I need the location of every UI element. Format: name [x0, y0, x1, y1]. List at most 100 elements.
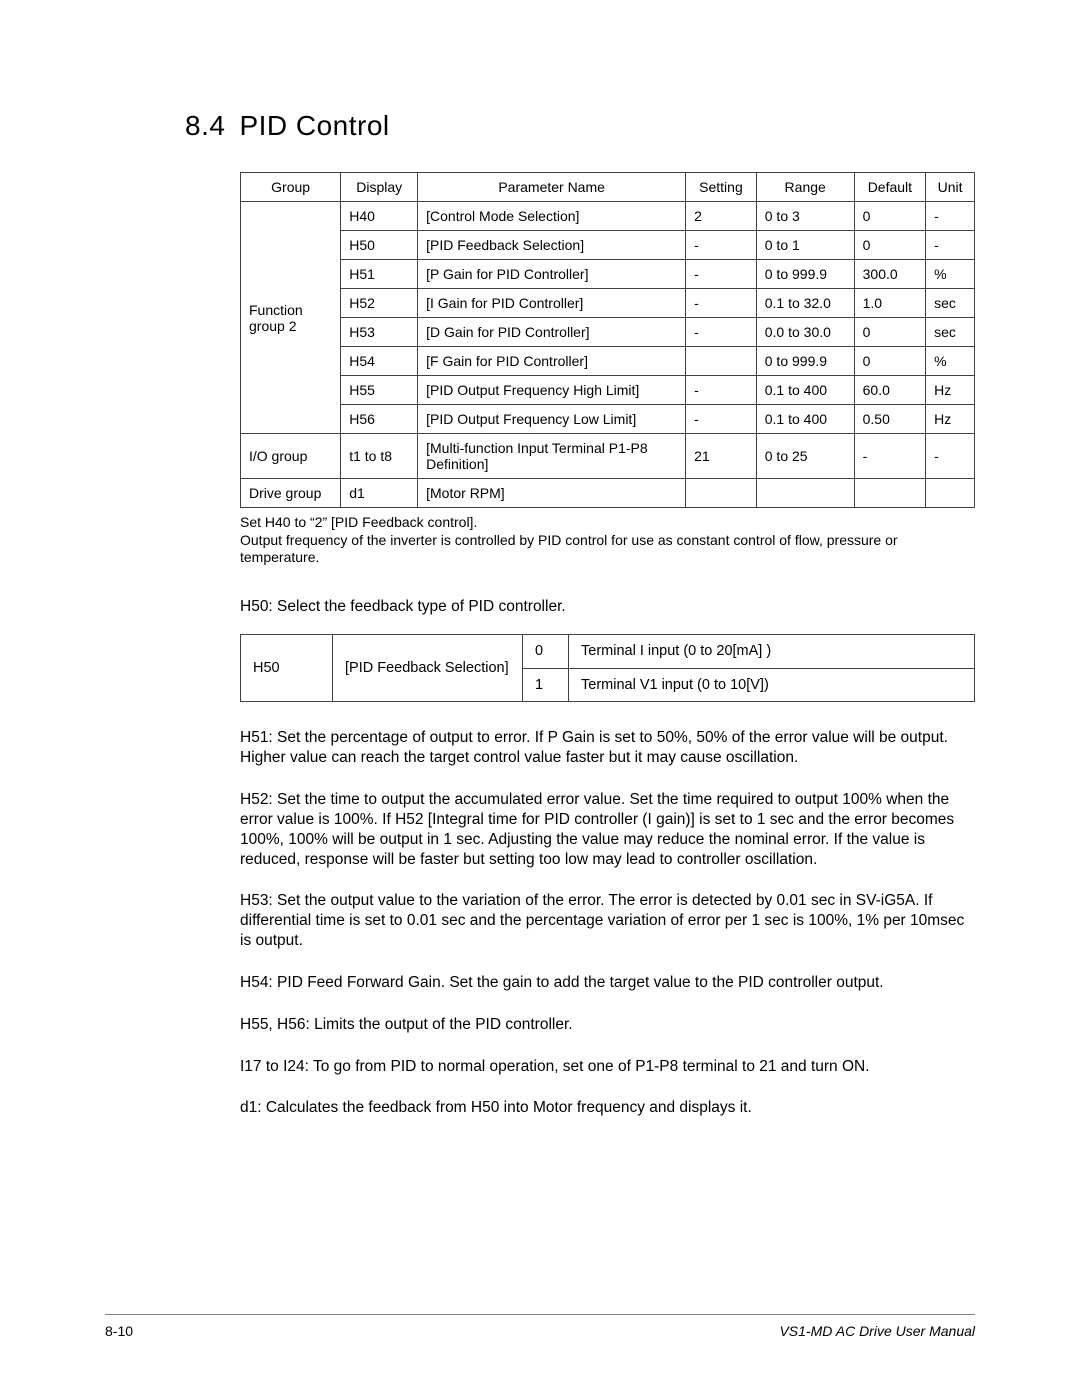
- paragraph: H52: Set the time to output the accumula…: [240, 790, 975, 869]
- table-row: H51[P Gain for PID Controller]-0 to 999.…: [241, 260, 975, 289]
- col-header: Display: [341, 173, 418, 202]
- table-row: I/O groupt1 to t8[Multi-function Input T…: [241, 434, 975, 479]
- display-cell: H40: [341, 202, 418, 231]
- unit-cell: sec: [926, 289, 975, 318]
- paragraph: H54: PID Feed Forward Gain. Set the gain…: [240, 973, 975, 993]
- table-row: Drive groupd1[Motor RPM]: [241, 479, 975, 508]
- display-cell: H55: [341, 376, 418, 405]
- range-cell: [756, 479, 854, 508]
- setting-cell: [686, 347, 757, 376]
- col-header: Range: [756, 173, 854, 202]
- name-cell: [P Gain for PID Controller]: [418, 260, 686, 289]
- unit-cell: sec: [926, 318, 975, 347]
- default-cell: 0.50: [854, 405, 926, 434]
- setting-cell: -: [686, 260, 757, 289]
- unit-cell: Hz: [926, 376, 975, 405]
- unit-cell: -: [926, 231, 975, 260]
- name-cell: [D Gain for PID Controller]: [418, 318, 686, 347]
- name-cell: [PID Feedback Selection]: [418, 231, 686, 260]
- range-cell: 0 to 999.9: [756, 347, 854, 376]
- unit-cell: Hz: [926, 405, 975, 434]
- setting-cell: -: [686, 405, 757, 434]
- unit-cell: -: [926, 434, 975, 479]
- unit-cell: %: [926, 260, 975, 289]
- table-row: H53[D Gain for PID Controller]-0.0 to 30…: [241, 318, 975, 347]
- setting-cell: -: [686, 376, 757, 405]
- setting-cell: 21: [686, 434, 757, 479]
- table-row: H54[F Gain for PID Controller] 0 to 999.9…: [241, 347, 975, 376]
- section-title-text: PID Control: [239, 110, 389, 141]
- page-footer: 8-10 VS1-MD AC Drive User Manual: [105, 1314, 975, 1339]
- default-cell: 0: [854, 231, 926, 260]
- display-cell: H53: [341, 318, 418, 347]
- table-row: H55[PID Output Frequency High Limit]-0.1…: [241, 376, 975, 405]
- params-note: Set H40 to “2” [PID Feedback control].Ou…: [240, 508, 975, 571]
- unit-cell: %: [926, 347, 975, 376]
- setting-cell: [686, 479, 757, 508]
- setting-cell: -: [686, 231, 757, 260]
- name-cell: [F Gain for PID Controller]: [418, 347, 686, 376]
- range-cell: 0.1 to 400: [756, 405, 854, 434]
- col-header: Parameter Name: [418, 173, 686, 202]
- paragraph: H53: Set the output value to the variati…: [240, 891, 975, 950]
- setting-cell: -: [686, 318, 757, 347]
- feedback-code: H50: [241, 635, 333, 702]
- paragraph: H55, H56: Limits the output of the PID c…: [240, 1015, 975, 1035]
- unit-cell: [926, 479, 975, 508]
- body-text: H50: Select the feedback type of PID con…: [240, 597, 975, 1119]
- table-row: Function group 2H40[Control Mode Selecti…: [241, 202, 975, 231]
- h50-intro: H50: Select the feedback type of PID con…: [240, 597, 975, 617]
- name-cell: [PID Output Frequency High Limit]: [418, 376, 686, 405]
- default-cell: 60.0: [854, 376, 926, 405]
- col-header: Setting: [686, 173, 757, 202]
- display-cell: H54: [341, 347, 418, 376]
- name-cell: [Motor RPM]: [418, 479, 686, 508]
- default-cell: 300.0: [854, 260, 926, 289]
- display-cell: H50: [341, 231, 418, 260]
- manual-title: VS1-MD AC Drive User Manual: [779, 1323, 975, 1339]
- display-cell: H56: [341, 405, 418, 434]
- name-cell: [Control Mode Selection]: [418, 202, 686, 231]
- paragraph: d1: Calculates the feedback from H50 int…: [240, 1098, 975, 1118]
- params-table-wrap: Group Display Parameter Name Setting Ran…: [240, 172, 975, 571]
- display-cell: d1: [341, 479, 418, 508]
- col-header: Group: [241, 173, 341, 202]
- unit-cell: -: [926, 202, 975, 231]
- params-table-head: Group Display Parameter Name Setting Ran…: [241, 173, 975, 202]
- range-cell: 0.0 to 30.0: [756, 318, 854, 347]
- default-cell: [854, 479, 926, 508]
- default-cell: 1.0: [854, 289, 926, 318]
- feedback-desc: Terminal I input (0 to 20[mA] ): [569, 635, 975, 669]
- section-number: 8.4: [185, 110, 225, 142]
- table-row: H50[PID Feedback Selection]-0 to 10-: [241, 231, 975, 260]
- default-cell: 0: [854, 202, 926, 231]
- page-number: 8-10: [105, 1323, 133, 1339]
- name-cell: [I Gain for PID Controller]: [418, 289, 686, 318]
- range-cell: 0 to 25: [756, 434, 854, 479]
- name-cell: [PID Output Frequency Low Limit]: [418, 405, 686, 434]
- feedback-name: [PID Feedback Selection]: [333, 635, 523, 702]
- display-cell: t1 to t8: [341, 434, 418, 479]
- range-cell: 0 to 3: [756, 202, 854, 231]
- group-cell: I/O group: [241, 434, 341, 479]
- table-row: H52[I Gain for PID Controller]-0.1 to 32…: [241, 289, 975, 318]
- range-cell: 0.1 to 32.0: [756, 289, 854, 318]
- default-cell: -: [854, 434, 926, 479]
- params-table: Group Display Parameter Name Setting Ran…: [240, 172, 975, 508]
- paragraph: I17 to I24: To go from PID to normal ope…: [240, 1057, 975, 1077]
- range-cell: 0 to 999.9: [756, 260, 854, 289]
- display-cell: H51: [341, 260, 418, 289]
- table-row: H56[PID Output Frequency Low Limit]-0.1 …: [241, 405, 975, 434]
- display-cell: H52: [341, 289, 418, 318]
- setting-cell: 2: [686, 202, 757, 231]
- name-cell: [Multi-function Input Terminal P1-P8 Def…: [418, 434, 686, 479]
- section-heading: 8.4 PID Control: [185, 110, 975, 142]
- feedback-desc: Terminal V1 input (0 to 10[V]): [569, 668, 975, 702]
- default-cell: 0: [854, 347, 926, 376]
- group-cell: Function group 2: [241, 202, 341, 434]
- params-table-body: Function group 2H40[Control Mode Selecti…: [241, 202, 975, 508]
- col-header: Default: [854, 173, 926, 202]
- page: 8.4 PID Control Group Display Parameter N…: [0, 0, 1080, 1397]
- paragraph: H51: Set the percentage of output to err…: [240, 728, 975, 768]
- range-cell: 0.1 to 400: [756, 376, 854, 405]
